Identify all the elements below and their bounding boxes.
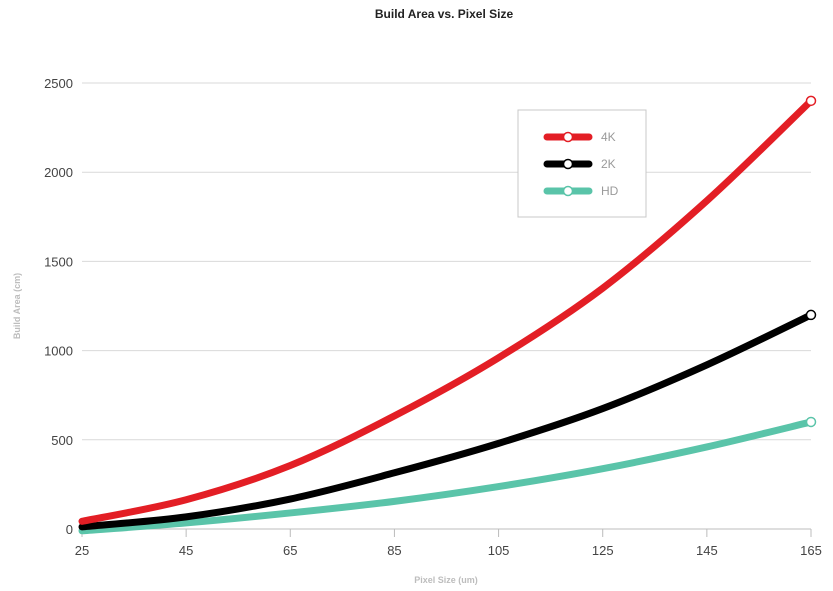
series-end-marker-2k (805, 309, 817, 321)
grid-lines (82, 82, 811, 441)
x-tick-label: 85 (387, 543, 401, 558)
y-tick-label: 500 (51, 433, 73, 448)
legend-marker-2k (562, 158, 574, 170)
x-tick-label: 45 (179, 543, 193, 558)
x-tick-label: 25 (75, 543, 89, 558)
legend-marker-hd (562, 185, 574, 197)
legend: 4K 2K HD (517, 109, 647, 218)
chart-title: Build Area vs. Pixel Size (375, 7, 514, 21)
legend-label-hd: HD (601, 184, 619, 198)
x-axis (81, 528, 812, 537)
y-tick-label: 2000 (44, 165, 73, 180)
x-tick-label: 65 (283, 543, 297, 558)
x-tick-label: 125 (592, 543, 614, 558)
legend-label-2k: 2K (601, 157, 616, 171)
x-tick-label: 145 (696, 543, 718, 558)
x-tick-label: 165 (800, 543, 822, 558)
series-end-marker-hd (805, 416, 817, 428)
y-axis-title: Build Area (cm) (12, 273, 22, 339)
x-axis-title: Pixel Size (um) (414, 575, 478, 585)
series-line-hd (78, 418, 815, 535)
y-tick-label: 0 (66, 522, 73, 537)
series-end-marker-4k (805, 95, 817, 107)
y-tick-labels: 0 500 1000 1500 2000 2500 (44, 76, 73, 537)
legend-label-4k: 4K (601, 130, 616, 144)
y-tick-label: 1500 (44, 254, 73, 269)
x-tick-labels: 25 45 65 85 105 125 145 165 (75, 543, 822, 558)
legend-marker-4k (562, 131, 574, 143)
data-series (78, 95, 817, 535)
y-tick-label: 2500 (44, 76, 73, 91)
x-tick-label: 105 (488, 543, 510, 558)
y-tick-label: 1000 (44, 344, 73, 359)
series-line-4k (78, 97, 815, 525)
series-line-2k (78, 311, 815, 531)
